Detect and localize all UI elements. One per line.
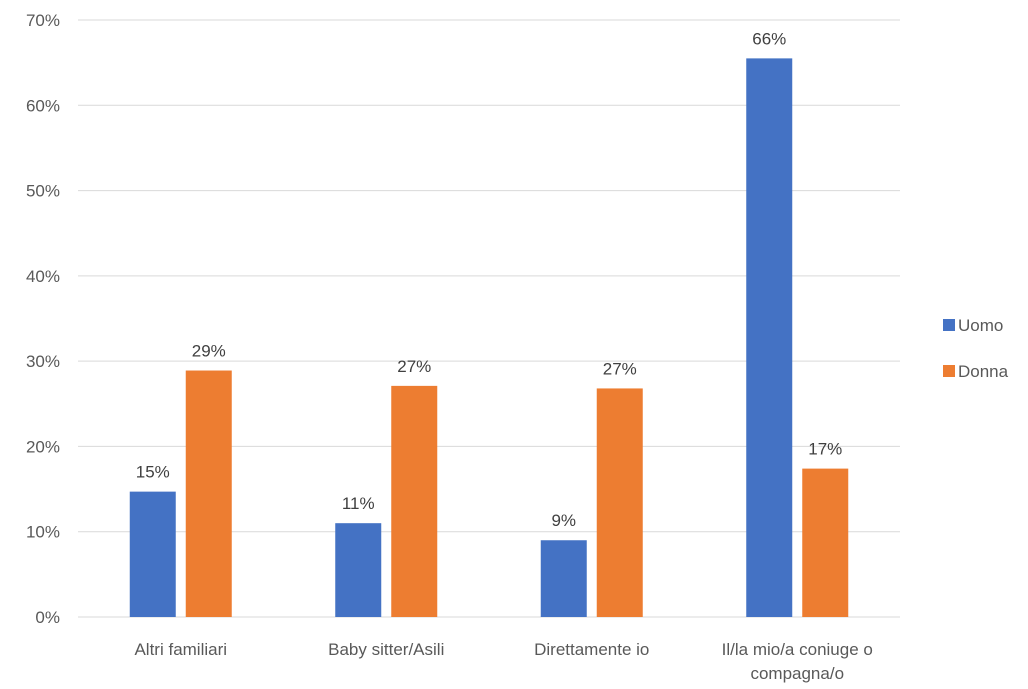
legend-label-uomo: Uomo [958,316,1003,335]
bar-uomo-1 [335,523,382,617]
bar-donna-0 [185,370,232,617]
category-label-line: Il/la mio/a coniuge o [722,640,873,659]
data-label-uomo-2: 9% [551,511,576,530]
x-axis-category-labels: Altri familiari Baby sitter/Asili Direttam… [134,640,872,683]
legend: Uomo Donna [943,316,1009,381]
legend-label-donna: Donna [958,362,1009,381]
bar-donna-1 [391,385,438,617]
category-label-line: compagna/o [750,664,844,683]
y-tick-label: 60% [26,96,60,115]
data-label-uomo-3: 66% [752,29,786,48]
bar-uomo-2 [540,540,587,617]
category-label-line: Direttamente io [534,640,649,659]
bar-donna-3 [802,468,849,617]
bars [129,58,849,618]
category-label: Il/la mio/a coniuge o compagna/o [722,640,873,683]
data-label-donna-3: 17% [808,440,842,459]
category-label: Altri familiari [134,640,227,659]
y-axis-tick-labels: 0% 10% 20% 30% 40% 50% 60% 70% [26,11,60,627]
data-label-donna-0: 29% [192,342,226,361]
bar-uomo-3 [746,58,793,618]
bar-donna-2 [596,388,643,617]
data-label-donna-1: 27% [397,357,431,376]
y-tick-label: 50% [26,182,60,201]
y-tick-label: 70% [26,11,60,30]
y-tick-label: 0% [35,608,60,627]
bar-uomo-0 [129,491,176,617]
category-label: Direttamente io [534,640,649,659]
y-tick-label: 10% [26,523,60,542]
category-label-line: Baby sitter/Asili [328,640,444,659]
legend-swatch-uomo [943,319,955,331]
data-label-uomo-0: 15% [136,463,170,482]
data-label-donna-2: 27% [603,359,637,378]
legend-swatch-donna [943,365,955,377]
y-tick-label: 40% [26,267,60,286]
category-label-line: Altri familiari [134,640,227,659]
y-tick-label: 30% [26,352,60,371]
data-label-uomo-1: 11% [342,494,375,513]
data-labels: 15% 29% 11% 27% 9% 27% 66% 17% [136,29,843,530]
y-tick-label: 20% [26,437,60,456]
category-label: Baby sitter/Asili [328,640,444,659]
